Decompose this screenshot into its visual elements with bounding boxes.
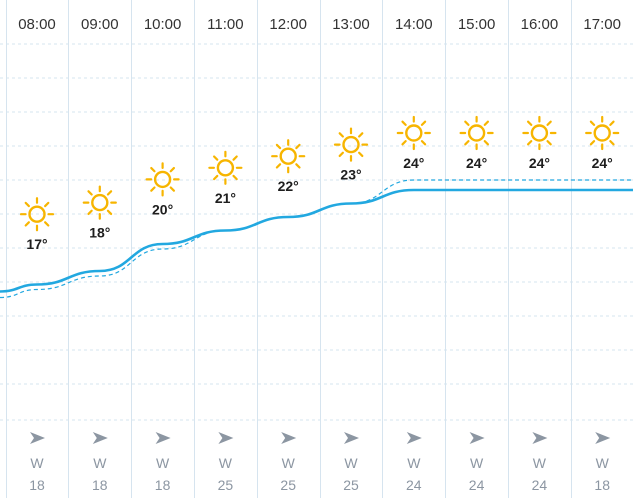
hour-column: 11:00 21° W 25 <box>207 16 243 493</box>
wind-speed-label: 24 <box>469 477 485 493</box>
wind-speed-label: 18 <box>155 477 171 493</box>
sun-icon <box>459 115 494 151</box>
wind-direction-label: W <box>470 455 484 471</box>
temperature-label: 24° <box>466 155 487 171</box>
hour-column: 16:00 24° W 24 <box>521 16 559 493</box>
temperature-label: 20° <box>152 201 173 217</box>
wind-direction-label: W <box>93 455 107 471</box>
wind-speed-label: 25 <box>218 477 234 493</box>
sun-icon <box>145 162 180 197</box>
temperature-curves <box>0 179 633 299</box>
wind-direction-label: W <box>30 455 44 471</box>
hour-label: 08:00 <box>18 16 56 33</box>
wind-speed-label: 24 <box>532 477 548 493</box>
sun-icon <box>271 139 306 174</box>
hour-label: 15:00 <box>458 16 496 33</box>
hour-column: 13:00 23° W 25 <box>332 16 370 493</box>
temperature-label: 24° <box>403 155 424 171</box>
wind-speed-label: 18 <box>594 477 610 493</box>
sun-icon <box>82 185 117 220</box>
hour-label: 09:00 <box>81 16 119 33</box>
sun-icon <box>208 150 243 185</box>
hour-label: 16:00 <box>521 16 559 33</box>
wind-direction-arrow-icon <box>30 432 45 444</box>
wind-direction-arrow-icon <box>155 432 171 444</box>
wind-direction-label: W <box>344 455 358 471</box>
sun-icon <box>396 115 431 151</box>
wind-direction-label: W <box>533 455 547 471</box>
sun-icon <box>333 127 369 162</box>
temperature-label: 17° <box>26 236 47 252</box>
temperature-label: 24° <box>592 155 613 171</box>
wind-direction-arrow-icon <box>595 432 611 444</box>
hour-label: 14:00 <box>395 16 433 33</box>
wind-direction-label: W <box>407 455 421 471</box>
wind-direction-arrow-icon <box>469 432 485 444</box>
temperature-line <box>0 188 633 293</box>
hour-column: 14:00 24° W 24 <box>395 16 433 493</box>
wind-direction-arrow-icon <box>344 432 359 444</box>
wind-direction-label: W <box>282 455 296 471</box>
sun-icon <box>19 197 55 232</box>
temperature-label: 23° <box>340 167 361 183</box>
wind-speed-label: 25 <box>280 477 296 493</box>
wind-direction-label: W <box>219 455 233 471</box>
wind-speed-label: 24 <box>406 477 422 493</box>
temperature-label: 22° <box>278 178 299 194</box>
temperature-label: 24° <box>529 155 550 171</box>
wind-direction-arrow-icon <box>532 432 548 444</box>
wind-direction-arrow-icon <box>406 432 422 444</box>
sun-icon <box>585 115 620 151</box>
wind-speed-label: 18 <box>92 477 108 493</box>
wind-direction-label: W <box>596 455 610 471</box>
hour-column: 17:00 24° W 18 <box>583 16 621 493</box>
wind-direction-label: W <box>156 455 170 471</box>
hour-column: 12:00 22° W 25 <box>269 16 307 493</box>
temperature-label: 18° <box>89 225 110 241</box>
hour-column: 15:00 24° W 24 <box>458 16 496 493</box>
wind-direction-arrow-icon <box>218 432 234 444</box>
hour-label: 17:00 <box>583 16 621 33</box>
hour-column: 09:00 18° W 18 <box>81 16 119 493</box>
hour-label: 10:00 <box>144 16 182 33</box>
hour-column: 08:00 17° W 18 <box>18 16 56 493</box>
hour-label: 13:00 <box>332 16 370 33</box>
hour-label: 12:00 <box>269 16 307 33</box>
temperature-label: 21° <box>215 190 236 206</box>
wind-direction-arrow-icon <box>92 432 108 444</box>
wind-speed-label: 18 <box>29 477 45 493</box>
hour-column: 10:00 20° W 18 <box>144 16 182 493</box>
wind-direction-arrow-icon <box>281 432 297 444</box>
sun-icon <box>522 115 557 151</box>
wind-speed-label: 25 <box>343 477 359 493</box>
hour-label: 11:00 <box>207 16 243 33</box>
